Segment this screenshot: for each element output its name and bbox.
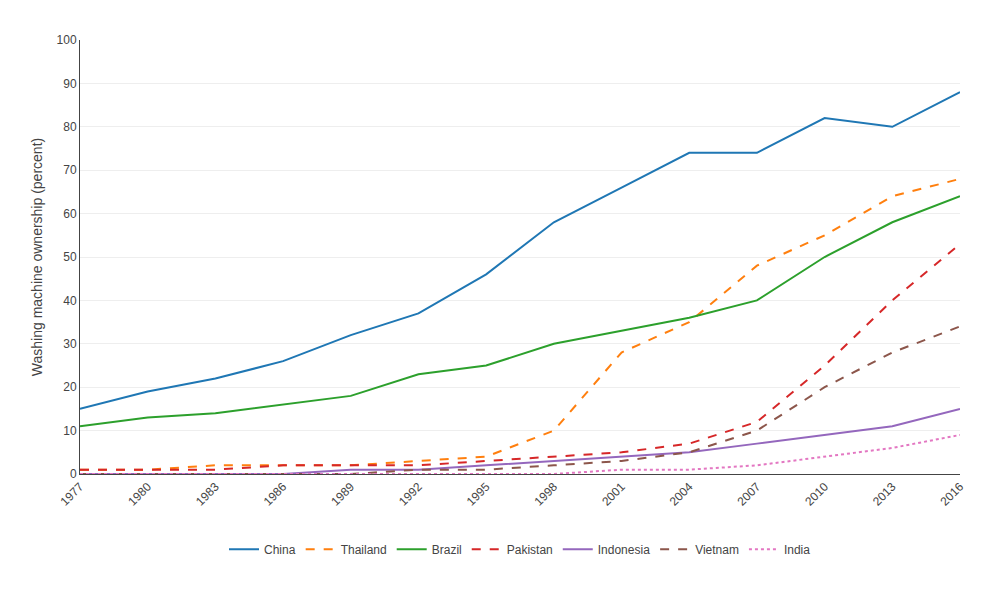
svg-text:1986: 1986 <box>261 480 290 509</box>
svg-text:70: 70 <box>63 163 77 177</box>
svg-text:Indonesia: Indonesia <box>598 543 650 557</box>
svg-text:1998: 1998 <box>531 480 560 509</box>
svg-text:1995: 1995 <box>464 480 493 509</box>
svg-text:2010: 2010 <box>802 480 831 509</box>
svg-text:Vietnam: Vietnam <box>695 543 739 557</box>
svg-text:30: 30 <box>63 337 77 351</box>
svg-text:1992: 1992 <box>396 480 425 509</box>
svg-text:2016: 2016 <box>938 480 967 509</box>
svg-text:20: 20 <box>63 380 77 394</box>
svg-text:Thailand: Thailand <box>341 543 387 557</box>
svg-text:India: India <box>784 543 810 557</box>
svg-text:2004: 2004 <box>667 480 696 509</box>
svg-text:80: 80 <box>63 120 77 134</box>
svg-text:China: China <box>264 543 296 557</box>
svg-text:90: 90 <box>63 77 77 91</box>
svg-text:2007: 2007 <box>735 480 764 509</box>
svg-text:1980: 1980 <box>125 480 154 509</box>
svg-text:Washing machine ownership (per: Washing machine ownership (percent) <box>29 138 45 376</box>
svg-text:1989: 1989 <box>328 480 357 509</box>
svg-text:50: 50 <box>63 250 77 264</box>
svg-text:10: 10 <box>63 424 77 438</box>
svg-text:40: 40 <box>63 294 77 308</box>
svg-text:1977: 1977 <box>58 480 87 509</box>
svg-text:Brazil: Brazil <box>432 543 462 557</box>
svg-text:2013: 2013 <box>870 480 899 509</box>
svg-text:Pakistan: Pakistan <box>507 543 553 557</box>
svg-text:2001: 2001 <box>599 480 628 509</box>
svg-text:60: 60 <box>63 207 77 221</box>
svg-text:1983: 1983 <box>193 480 222 509</box>
svg-text:0: 0 <box>70 467 77 481</box>
svg-text:100: 100 <box>57 33 77 47</box>
